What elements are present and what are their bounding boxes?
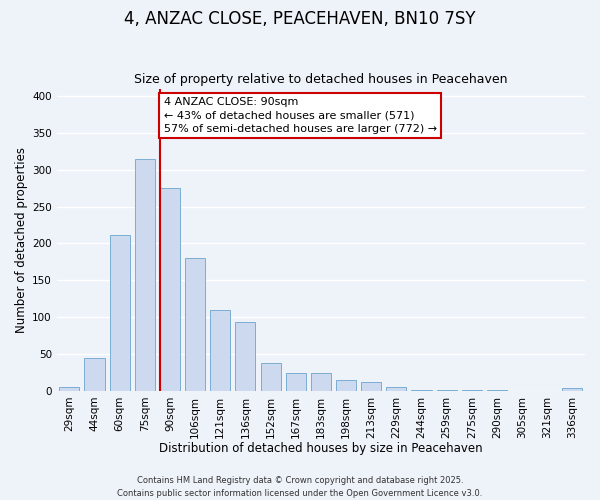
Text: Contains HM Land Registry data © Crown copyright and database right 2025.
Contai: Contains HM Land Registry data © Crown c… bbox=[118, 476, 482, 498]
Bar bbox=[487, 390, 507, 391]
Bar bbox=[437, 390, 457, 391]
Y-axis label: Number of detached properties: Number of detached properties bbox=[15, 146, 28, 332]
Bar bbox=[286, 373, 306, 391]
X-axis label: Distribution of detached houses by size in Peacehaven: Distribution of detached houses by size … bbox=[159, 442, 483, 455]
Bar bbox=[462, 390, 482, 391]
Bar bbox=[135, 158, 155, 391]
Bar bbox=[210, 310, 230, 391]
Bar bbox=[386, 387, 406, 391]
Bar bbox=[336, 380, 356, 391]
Bar bbox=[235, 322, 256, 391]
Text: 4 ANZAC CLOSE: 90sqm
← 43% of detached houses are smaller (571)
57% of semi-deta: 4 ANZAC CLOSE: 90sqm ← 43% of detached h… bbox=[164, 98, 437, 134]
Bar bbox=[361, 382, 381, 391]
Bar bbox=[562, 388, 583, 391]
Bar bbox=[311, 373, 331, 391]
Bar bbox=[59, 387, 79, 391]
Bar bbox=[185, 258, 205, 391]
Bar bbox=[412, 390, 431, 391]
Text: 4, ANZAC CLOSE, PEACEHAVEN, BN10 7SY: 4, ANZAC CLOSE, PEACEHAVEN, BN10 7SY bbox=[124, 10, 476, 28]
Bar bbox=[260, 363, 281, 391]
Bar bbox=[110, 236, 130, 391]
Bar bbox=[160, 188, 180, 391]
Bar bbox=[85, 358, 104, 391]
Title: Size of property relative to detached houses in Peacehaven: Size of property relative to detached ho… bbox=[134, 73, 508, 86]
